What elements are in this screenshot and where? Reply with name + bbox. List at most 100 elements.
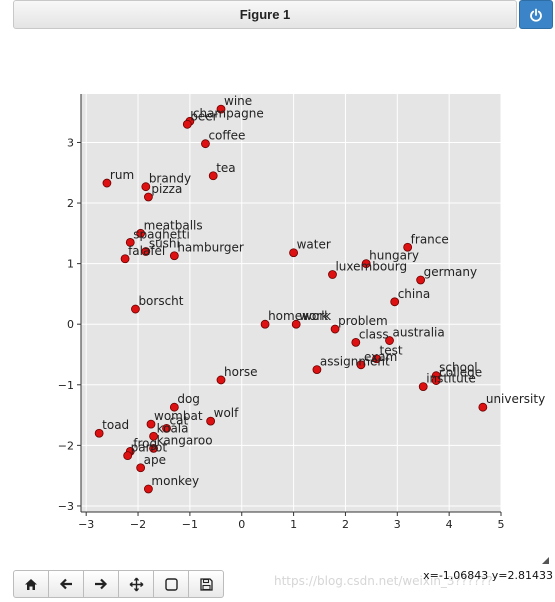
y-tick-label: 0: [67, 318, 74, 331]
data-point: [216, 104, 226, 114]
data-point: [356, 360, 366, 370]
point-label: institute: [426, 372, 476, 386]
data-point: [312, 365, 322, 375]
data-point: [260, 319, 270, 329]
forward-button[interactable]: [83, 570, 119, 598]
data-point: [149, 431, 158, 441]
point-label: hungary: [369, 249, 419, 263]
window-title: Figure 1: [239, 7, 291, 22]
close-figure-button[interactable]: [519, 0, 553, 29]
data-point: [390, 297, 400, 307]
home-icon: [25, 578, 37, 590]
data-point: [144, 484, 153, 494]
data-point: [291, 319, 301, 329]
data-point: [216, 375, 226, 385]
pan-button[interactable]: [118, 570, 154, 598]
data-point: [418, 382, 428, 392]
data-point: [478, 402, 488, 412]
watermark-text: https://blog.csdn.net/weixin_3??????: [274, 574, 493, 588]
point-label: university: [486, 392, 545, 406]
point-label: coffee: [208, 129, 245, 143]
data-point: [149, 443, 158, 453]
data-point: [136, 463, 146, 473]
data-point: [372, 354, 381, 364]
point-label: monkey: [151, 474, 199, 488]
data-point: [141, 182, 151, 192]
point-label: borscht: [138, 294, 183, 308]
zoom-rect-icon: [164, 577, 178, 591]
point-label: germany: [424, 265, 477, 279]
point-label: china: [398, 287, 431, 301]
point-label: wolf: [214, 406, 239, 420]
point-label: rum: [110, 168, 134, 182]
point-label: kangaroo: [157, 433, 213, 447]
point-label: australia: [393, 326, 445, 340]
data-point: [141, 247, 151, 256]
point-label: work: [299, 309, 328, 323]
x-tick-label: 1: [290, 518, 297, 531]
x-tick-label: 5: [498, 518, 505, 531]
point-label: champagne: [193, 106, 264, 120]
point-label: test: [380, 344, 403, 358]
point-label: spaghetti: [133, 227, 190, 241]
data-point: [102, 178, 112, 188]
point-label: falafel: [128, 244, 165, 258]
y-tick-label: 1: [67, 258, 74, 271]
point-label: college: [439, 366, 482, 380]
data-point: [403, 242, 413, 252]
point-label: exam: [364, 350, 397, 364]
x-tick-label: −3: [78, 518, 94, 531]
x-tick-label: 4: [446, 518, 453, 531]
y-tick-label: −1: [58, 379, 74, 392]
save-button[interactable]: [188, 570, 224, 598]
x-tick-label: −1: [182, 518, 198, 531]
data-point: [361, 259, 371, 269]
point-label: wombat: [154, 409, 203, 423]
point-label: assignment: [320, 355, 390, 369]
point-label: sushi: [149, 237, 180, 251]
move-icon: [129, 577, 143, 591]
home-button[interactable]: [13, 570, 49, 598]
point-label: horse: [224, 365, 258, 379]
point-label: brandy: [149, 172, 191, 186]
point-label: beer: [190, 109, 217, 123]
point-label: frog: [133, 436, 157, 450]
point-label: pizza: [151, 182, 182, 196]
data-point: [123, 451, 133, 461]
data-point: [206, 416, 216, 426]
data-point: [182, 119, 192, 129]
data-point: [136, 228, 146, 238]
zoom-button[interactable]: [153, 570, 189, 598]
data-point: [385, 336, 394, 345]
y-tick-label: −3: [58, 500, 74, 513]
y-tick-label: 3: [67, 136, 74, 149]
cursor-coordinates: x=-1.06843 y=2.81433: [423, 569, 553, 582]
point-label: koala: [157, 421, 189, 435]
point-label: tea: [216, 161, 235, 175]
data-point: [131, 304, 140, 314]
data-point: [94, 428, 104, 438]
point-label: meatballs: [144, 218, 203, 232]
back-button[interactable]: [48, 570, 84, 598]
resize-handle-icon[interactable]: [542, 557, 549, 564]
x-tick-label: 3: [394, 518, 401, 531]
power-icon: [530, 8, 542, 22]
data-point: [330, 324, 340, 334]
point-label: dog: [177, 392, 200, 406]
data-point: [201, 139, 210, 149]
x-tick-label: 2: [342, 518, 349, 531]
data-point: [169, 402, 179, 412]
data-point: [120, 254, 130, 264]
window-titlebar: Figure 1: [13, 0, 517, 29]
data-point: [162, 423, 171, 433]
data-point: [146, 419, 156, 429]
data-point: [144, 192, 153, 202]
data-point: [208, 171, 218, 181]
data-point: [169, 251, 179, 261]
point-label: water: [297, 238, 331, 252]
save-icon: [199, 577, 213, 591]
y-tick-label: −2: [58, 439, 74, 452]
data-point: [431, 376, 441, 385]
plot-area: [81, 94, 501, 512]
